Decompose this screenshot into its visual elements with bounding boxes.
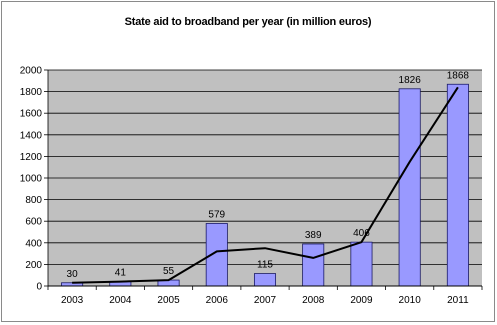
x-axis: 2003 2004 2005 2006 2007 2008 2009 2010 2011 [47, 285, 483, 306]
y-tick-label: 0 [36, 282, 42, 293]
x-tick-label: 2011 [447, 295, 469, 306]
data-label-2008: 389 [305, 230, 322, 241]
data-labels: 30 41 55 579 115 389 406 1826 1868 [67, 70, 470, 280]
x-tick-label: 2006 [206, 295, 229, 306]
data-label-2004: 41 [115, 268, 127, 279]
data-label-2010: 1826 [399, 75, 422, 86]
data-label-2011: 1868 [447, 70, 470, 81]
y-tick-label: 1000 [20, 174, 43, 185]
y-tick-label: 800 [25, 195, 42, 206]
bar-2011 [446, 83, 469, 287]
y-tick-label: 1200 [20, 152, 43, 163]
x-tick-label: 2007 [254, 295, 277, 306]
y-tick-label: 1600 [20, 109, 43, 120]
x-tick-label: 2008 [302, 295, 325, 306]
chart-title: State aid to broadband per year (in mill… [124, 16, 372, 28]
bar-2008 [302, 243, 325, 287]
x-tick-label: 2005 [157, 295, 180, 306]
y-tick-label: 200 [25, 260, 42, 271]
y-tick-label: 1400 [20, 130, 43, 141]
data-label-2003: 30 [67, 269, 79, 280]
y-tick-label: 600 [25, 217, 42, 228]
x-tick-label: 2003 [61, 295, 84, 306]
bar-2007 [253, 273, 277, 287]
x-tick-label: 2010 [399, 295, 422, 306]
x-tick-label: 2004 [109, 295, 132, 306]
y-tick-label: 1800 [20, 87, 43, 98]
x-tick-label: 2009 [350, 295, 373, 306]
data-label-2007: 115 [257, 260, 273, 271]
bars [61, 83, 469, 287]
bar-2009 [350, 241, 373, 287]
y-tick-label: 2000 [20, 66, 43, 77]
y-tick-label: 400 [25, 238, 42, 249]
data-label-2005: 55 [163, 266, 175, 277]
data-label-2006: 579 [208, 209, 225, 220]
trend-line [72, 86, 459, 284]
bar-2010 [398, 88, 421, 287]
y-axis: 0 200 400 600 800 1000 1200 1400 1600 1800 2000 [20, 66, 49, 293]
trend-line-group [72, 86, 459, 284]
data-label-2009: 406 [353, 228, 370, 239]
